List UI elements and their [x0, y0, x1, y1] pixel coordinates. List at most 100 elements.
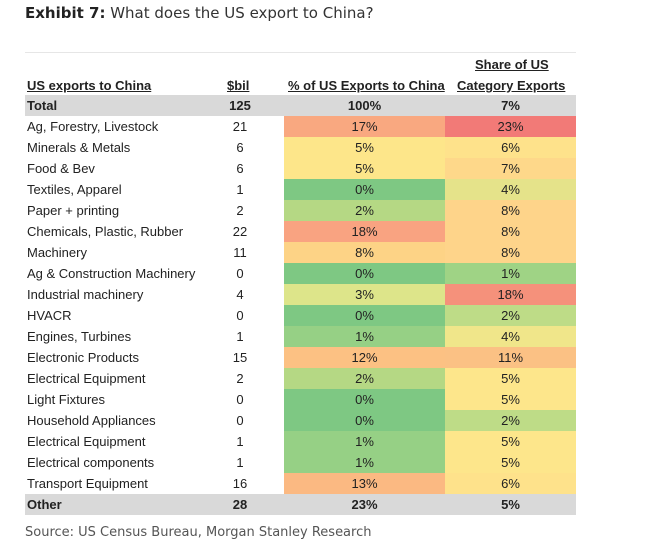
row-pct: 3%	[284, 284, 445, 305]
table-row: Paper + printing 2 2% 8%	[25, 200, 576, 221]
row-bil: 125	[229, 98, 251, 113]
exhibit-heading: What does the US export to China?	[105, 4, 374, 22]
row-share: 7%	[501, 98, 520, 113]
row-label: Food & Bev	[27, 161, 95, 176]
row-bil: 1	[236, 329, 244, 344]
row-label: Electrical components	[27, 455, 155, 470]
row-pct: 2%	[284, 368, 445, 389]
row-pct: 1%	[284, 452, 445, 473]
row-label: Total	[27, 98, 58, 113]
header-label: US exports to China	[27, 78, 152, 93]
row-pct: 17%	[284, 116, 445, 137]
row-share: 2%	[445, 410, 576, 431]
row-pct: 1%	[284, 431, 445, 452]
row-pct: 8%	[284, 242, 445, 263]
row-label: Industrial machinery	[27, 287, 144, 302]
row-bil: 11	[233, 245, 247, 260]
exhibit-title: Exhibit 7: What does the US export to Ch…	[25, 4, 374, 22]
row-pct: 0%	[284, 263, 445, 284]
table-row: Light Fixtures 0 0% 5%	[25, 389, 576, 410]
row-bil: 2	[236, 371, 244, 386]
row-bil: 1	[236, 182, 244, 197]
row-pct: 12%	[284, 347, 445, 368]
row-label: Engines, Turbines	[27, 329, 132, 344]
row-share: 5%	[501, 497, 520, 512]
row-pct: 23%	[351, 497, 378, 512]
row-share: 5%	[445, 389, 576, 410]
row-label: Other	[27, 497, 62, 512]
row-share: 18%	[445, 284, 576, 305]
row-bil: 21	[232, 119, 248, 134]
row-bil: 15	[232, 350, 248, 365]
header-pct: % of US Exports to China	[288, 78, 445, 93]
exports-table: US exports to China $bil % of US Exports…	[25, 52, 576, 515]
row-share: 23%	[445, 116, 576, 137]
row-label: Ag, Forestry, Livestock	[27, 119, 159, 134]
table-row: Electrical Equipment 2 2% 5%	[25, 368, 576, 389]
row-label: HVACR	[27, 308, 72, 323]
table-row: Minerals & Metals 6 5% 6%	[25, 137, 576, 158]
row-pct: 0%	[284, 305, 445, 326]
table-row: Ag & Construction Machinery 0 0% 1%	[25, 263, 576, 284]
source-note: Source: US Census Bureau, Morgan Stanley…	[25, 525, 372, 540]
row-label: Minerals & Metals	[27, 140, 131, 155]
table-header: US exports to China $bil % of US Exports…	[25, 53, 576, 95]
row-bil: 0	[236, 392, 244, 407]
row-bil: 0	[236, 266, 244, 281]
row-label: Light Fixtures	[27, 392, 106, 407]
row-share: 5%	[445, 368, 576, 389]
row-bil: 28	[232, 497, 248, 512]
row-label: Machinery	[27, 245, 87, 260]
summary-row: Total 125 100% 7%	[25, 95, 576, 116]
row-bil: 6	[236, 161, 244, 176]
row-label: Electrical Equipment	[27, 434, 146, 449]
row-bil: 2	[236, 203, 244, 218]
row-pct: 13%	[284, 473, 445, 494]
table-row: Engines, Turbines 1 1% 4%	[25, 326, 576, 347]
table-row: Food & Bev 6 5% 7%	[25, 158, 576, 179]
row-label: Textiles, Apparel	[27, 182, 122, 197]
row-share: 4%	[445, 326, 576, 347]
row-label: Ag & Construction Machinery	[27, 266, 196, 281]
row-bil: 0	[236, 413, 244, 428]
row-bil: 1	[236, 455, 244, 470]
row-pct: 0%	[284, 389, 445, 410]
header-bil: $bil	[227, 78, 250, 93]
row-bil: 6	[236, 140, 244, 155]
header-share-line2: Category Exports	[457, 78, 566, 93]
row-share: 5%	[445, 431, 576, 452]
row-bil: 1	[236, 434, 244, 449]
header-share-line1: Share of US	[475, 57, 549, 72]
row-pct: 5%	[284, 158, 445, 179]
row-label: Electrical Equipment	[27, 371, 146, 386]
row-label: Transport Equipment	[27, 476, 148, 491]
row-pct: 5%	[284, 137, 445, 158]
row-pct: 0%	[284, 179, 445, 200]
row-bil: 16	[232, 476, 248, 491]
row-bil: 4	[236, 287, 244, 302]
row-label: Household Appliances	[27, 413, 156, 428]
row-bil: 0	[236, 308, 244, 323]
row-share: 8%	[445, 242, 576, 263]
table-row: Electrical components 1 1% 5%	[25, 452, 576, 473]
table-row: Electrical Equipment 1 1% 5%	[25, 431, 576, 452]
row-share: 11%	[445, 347, 576, 368]
table-row: Industrial machinery 4 3% 18%	[25, 284, 576, 305]
row-label: Chemicals, Plastic, Rubber	[27, 224, 184, 239]
row-share: 6%	[445, 137, 576, 158]
row-share: 1%	[445, 263, 576, 284]
table-top-rule	[25, 52, 576, 53]
exhibit-label: Exhibit 7:	[25, 4, 106, 22]
row-pct: 1%	[284, 326, 445, 347]
row-share: 7%	[445, 158, 576, 179]
row-share: 8%	[445, 200, 576, 221]
row-share: 5%	[445, 452, 576, 473]
table-row: Ag, Forestry, Livestock 21 17% 23%	[25, 116, 576, 137]
table-row: Textiles, Apparel 1 0% 4%	[25, 179, 576, 200]
row-pct: 2%	[284, 200, 445, 221]
table-row: Household Appliances 0 0% 2%	[25, 410, 576, 431]
table-row: Chemicals, Plastic, Rubber 22 18% 8%	[25, 221, 576, 242]
table-row: Electronic Products 15 12% 11%	[25, 347, 576, 368]
row-label: Electronic Products	[27, 350, 139, 365]
row-label: Paper + printing	[27, 203, 120, 218]
